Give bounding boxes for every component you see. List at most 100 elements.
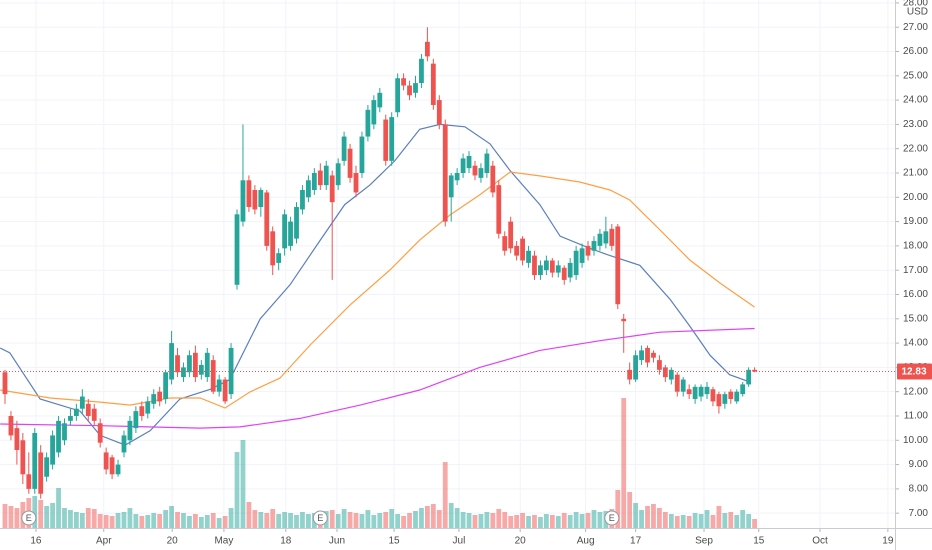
candle-body [145,401,151,414]
volume-bar [401,516,406,528]
candle-body [157,391,163,402]
x-tick-label: Oct [812,536,828,547]
candle-body [692,386,698,399]
candle-body [44,457,50,477]
volume-bar [585,513,591,528]
volume-bar [383,512,389,528]
volume-bar [91,509,97,528]
moving-average-line [0,171,755,409]
volume-bar [597,512,603,528]
candle-body [204,352,210,378]
candle-body [210,360,216,392]
volume-bar [359,514,365,528]
y-tick-label: 24.00 [903,95,928,106]
volume-bar [73,512,79,528]
candle-body [26,474,32,489]
x-tick-label: 16 [30,536,42,547]
volume-bar [514,515,520,528]
volume-bar [448,503,454,528]
candle-body [306,180,311,198]
candle-body [401,78,406,86]
x-tick-label: Jun [329,536,345,547]
candle-body [585,245,591,256]
volume-bar [716,506,722,528]
volume-bar [538,517,543,528]
candle-body [686,389,692,395]
candle-body [347,148,353,178]
candle-body [91,408,97,421]
candle-body [300,190,305,210]
volume-bar [728,512,734,528]
volume-bar [192,514,198,528]
volume-bar [335,514,341,528]
volume-bar [270,509,276,528]
volume-bar [722,513,728,528]
volume-bar [288,513,293,528]
candle-body [442,124,448,222]
volume-bar [8,506,14,528]
volume-bar [478,514,484,528]
candle-body [377,92,383,108]
volume-bar [240,440,246,528]
candle-body [543,260,549,271]
volume-bar [163,510,169,528]
x-tick-label: 19 [882,536,894,547]
candle-body [752,369,757,372]
candle-body [246,180,252,208]
event-marker [312,510,328,526]
volume-bar [508,516,514,528]
candle-body [175,355,180,373]
volume-bar [442,462,448,528]
volume-bar [341,509,347,528]
candle-body [728,391,734,399]
candle-body [8,415,14,436]
candle-body [73,408,79,416]
candle-body [222,379,228,402]
candle-body [68,415,73,421]
volume-bar [555,516,561,528]
candle-body [383,119,389,161]
candle-body [282,214,288,249]
candle-body [395,78,401,113]
candle-body [704,386,710,395]
volume-bar [139,516,145,528]
candle-body [234,214,240,285]
candle-body [341,136,347,161]
candle-body [133,411,139,429]
last-price-box [897,363,932,380]
volume-bar [294,515,299,528]
candle-body [14,428,20,451]
candle-body [430,63,436,105]
currency-label: USD [907,7,928,18]
y-tick-label: 14.00 [903,338,928,349]
candle-body [407,85,412,96]
volume-bar [127,508,133,528]
volume-bar [216,518,222,528]
candle-body [484,153,490,174]
volume-bar [549,515,555,528]
y-tick-label: 8.00 [909,484,929,495]
volume-bar [543,514,549,528]
volume-bar [276,514,282,528]
y-tick-label: 17.00 [903,265,928,276]
candle-body [79,396,85,409]
volume-bar [561,513,567,528]
candle-body [139,406,145,416]
candle-body [710,389,716,402]
candle-body [169,343,174,380]
volume-bar [579,514,585,528]
candle-body [32,432,38,489]
candle-body [121,435,127,453]
y-tick-label: 9.00 [909,459,929,470]
y-tick-label: 26.00 [903,46,928,57]
volume-bar [56,488,61,528]
moving-average-line [0,327,755,429]
candle-body [181,367,186,378]
candle-body [472,165,478,176]
candle-body [609,228,615,246]
candle-body [478,168,484,178]
candle-body [20,440,26,475]
volume-bar [496,509,502,528]
volume-bar [115,513,121,528]
